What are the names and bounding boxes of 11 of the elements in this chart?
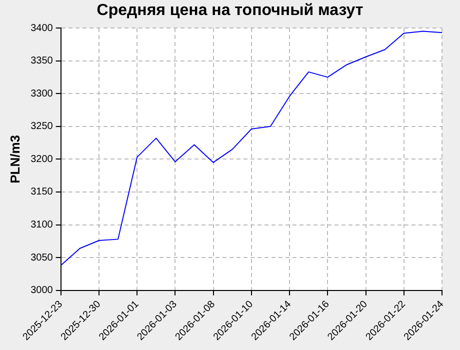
y-tick-label: 3300	[30, 88, 54, 100]
y-tick-label: 3350	[30, 56, 54, 67]
y-tick-label: 3200	[30, 154, 54, 165]
y-axis-title: PLN/m3	[7, 134, 22, 184]
y-tick-label: 3150	[30, 186, 54, 198]
y-tick-label: 3050	[30, 252, 54, 264]
y-tick-label: 3250	[30, 121, 54, 132]
y-tick-label: 3400	[30, 22, 54, 34]
y-tick-label: 3100	[30, 220, 54, 231]
chart-title: Средняя цена на топочный мазут	[96, 2, 364, 20]
y-tick-label: 3000	[30, 285, 54, 296]
